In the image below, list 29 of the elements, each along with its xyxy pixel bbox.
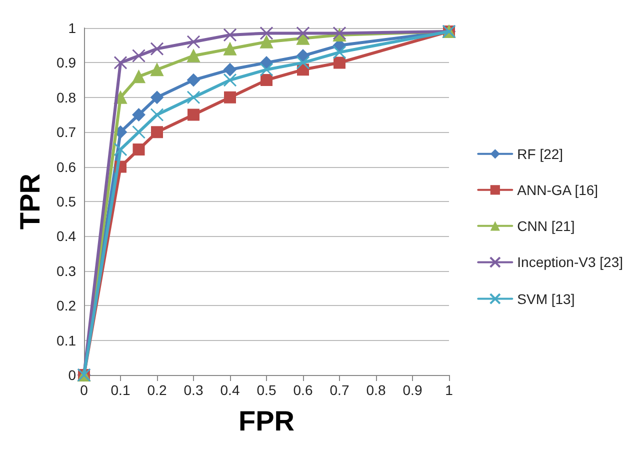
x-tick-label: 0.9 — [402, 382, 422, 398]
y-tick-label: 0.9 — [56, 54, 76, 71]
x-tick-label: 0.5 — [256, 382, 276, 398]
y-tick-label: 0.4 — [56, 228, 76, 244]
y-tick-label: 0 — [68, 367, 76, 383]
legend-label: RF [22] — [517, 146, 564, 162]
x-axis-title: FPR — [238, 406, 294, 436]
y-tick-label: 0.7 — [56, 124, 76, 140]
x-tick-label: 0.4 — [220, 382, 240, 398]
x-tick-label: 0.2 — [147, 382, 167, 398]
y-tick-label: 1 — [68, 20, 76, 36]
x-tick-label: 0.7 — [330, 382, 350, 398]
x-tick-label: 0.8 — [366, 382, 386, 398]
y-axis-title: TPR — [14, 174, 46, 230]
legend-label: Inception-V3 [23] — [517, 254, 624, 270]
y-tick-label: 0.3 — [56, 262, 76, 279]
y-tick-label: 0.6 — [56, 158, 76, 175]
x-tick-label: 0 — [80, 382, 88, 398]
y-tick-label: 0.1 — [56, 332, 76, 348]
y-tick-label: 0.5 — [56, 194, 76, 210]
y-tick-label: 0.8 — [56, 89, 76, 106]
legend-label: SVM [13] — [517, 290, 575, 307]
y-tick-label: 0.2 — [56, 298, 76, 314]
legend-label: ANN-GA [16] — [517, 182, 598, 198]
x-tick-label: 0.6 — [293, 382, 313, 398]
x-tick-label: 0.3 — [184, 382, 204, 398]
x-tick-label: 1 — [445, 382, 454, 398]
x-tick-label: 0.1 — [110, 382, 130, 398]
legend-label: CNN [21] — [517, 218, 575, 234]
